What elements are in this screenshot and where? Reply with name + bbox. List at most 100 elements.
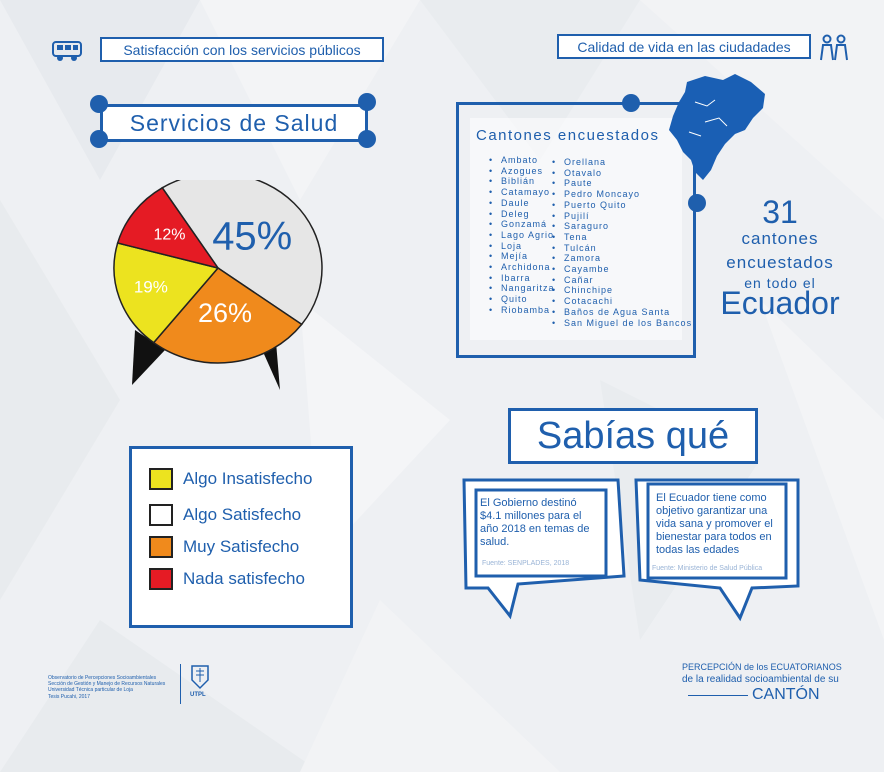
legend-item: Muy Satisfecho	[149, 536, 299, 558]
cantones-col2: OrellanaOtavaloPautePedro MoncayoPuerto …	[550, 157, 692, 328]
speech-bubble-2	[634, 478, 800, 622]
canton-item: Chinchipe	[552, 285, 692, 296]
footer-title-line1: PERCEPCIÓN de los ECUATORIANOS	[682, 662, 842, 672]
canton-item: Saraguro	[552, 221, 692, 232]
canton-item: Ambato	[489, 155, 555, 166]
utpl-logo-icon	[191, 665, 209, 690]
header-right-title: Calidad de vida en las ciudadades	[577, 38, 791, 55]
pie-slice-algo-insatisfecho	[113, 242, 220, 344]
canton-item: Archidona	[489, 262, 555, 273]
canton-item: Lago Agrio	[489, 230, 555, 241]
summary-number: 31	[762, 194, 798, 230]
footer-line: Sección de Gestión y Manejo de Recursos …	[48, 681, 166, 688]
canton-item: Zamora	[552, 253, 692, 264]
legend-swatch	[149, 568, 173, 590]
footer-line: Tesis Pucahi, 2017	[48, 693, 90, 700]
legend-item: Nada satisfecho	[149, 568, 305, 590]
legend-swatch	[149, 536, 173, 558]
canton-item: Orellana	[552, 157, 692, 168]
canton-item: Loja	[489, 241, 555, 252]
canton-item: Nangaritza	[489, 283, 555, 294]
footer-rule	[688, 695, 748, 696]
summary: 31 cantones encuestados en todo el Ecuad…	[700, 194, 860, 322]
cantones-title: Cantones encuestados	[476, 127, 660, 144]
people-icon	[818, 34, 850, 67]
summary-country: Ecuador	[720, 285, 840, 321]
canton-item: Puerto Quito	[552, 200, 692, 211]
pie-shadow-left	[132, 330, 165, 385]
summary-line1: cantones	[741, 229, 819, 248]
pie-label: 19%	[134, 278, 168, 297]
cantones-col1: AmbatoAzoguesBibliánCatamayoDauleDelegGo…	[487, 155, 555, 316]
cantones-frame	[456, 102, 696, 358]
canton-item: Otavalo	[552, 168, 692, 179]
canton-item: Biblián	[489, 176, 555, 187]
bus-icon	[52, 40, 82, 67]
pie-label: 26%	[198, 298, 252, 328]
canton-item: Gonzamá	[489, 219, 555, 230]
pie-slice-algo-satisfecho	[161, 180, 323, 326]
legend-label: Muy Satisfecho	[183, 537, 300, 556]
canton-item: Cotacachi	[552, 296, 692, 307]
pie-slice-nada-satisfecho	[116, 186, 220, 270]
footer-title-line2: de la realidad socioambiental de su	[682, 674, 839, 685]
decor-dot	[90, 95, 108, 113]
canton-item: Pedro Moncayo	[552, 189, 692, 200]
canton-item: Deleg	[489, 209, 555, 220]
canton-item: Riobamba	[489, 305, 555, 316]
summary-line3: en todo el	[744, 275, 816, 291]
canton-item: Quito	[489, 294, 555, 305]
bubble1-source: Fuente: SENPLADES, 2018	[482, 560, 570, 567]
canton-item: Cañar	[552, 275, 692, 286]
canton-item: Catamayo	[489, 187, 555, 198]
canton-item: Cayambe	[552, 264, 692, 275]
canton-item: Daule	[489, 198, 555, 209]
legend-label: Algo Insatisfecho	[183, 469, 313, 488]
ecuador-map-icon	[669, 74, 765, 180]
salud-title-box: Servicios de Salud	[100, 104, 368, 142]
bubble1-text: El Gobierno destinó $4.1 millones para e…	[480, 497, 590, 548]
decor-dot	[688, 194, 706, 212]
legend-swatch	[149, 468, 173, 490]
canton-item: Ibarra	[489, 273, 555, 284]
pie-label: 45%	[212, 214, 292, 258]
legend-item: Algo Insatisfecho	[149, 468, 312, 490]
canton-item: Azogues	[489, 166, 555, 177]
sabias-title: Sabías qué	[536, 414, 730, 457]
header-left-title: Satisfacción con los servicios públicos	[123, 41, 361, 58]
footer-title-line3: CANTÓN	[752, 686, 820, 703]
header-right-title-box: Calidad de vida en las ciudadades	[557, 34, 811, 59]
decor-dot	[358, 130, 376, 148]
legend-item: Algo Satisfecho	[149, 504, 301, 526]
canton-item: Baños de Agua Santa	[552, 307, 692, 318]
footer-divider	[180, 664, 181, 704]
canton-item: Pujilí	[552, 211, 692, 222]
speech-bubble-1	[462, 478, 626, 620]
legend-label: Algo Satisfecho	[183, 505, 302, 524]
header-left-title-box: Satisfacción con los servicios públicos	[100, 37, 384, 62]
legend-swatch	[149, 504, 173, 526]
decor-dot	[358, 93, 376, 111]
canton-item: Mejía	[489, 251, 555, 262]
decor-dot	[622, 94, 640, 112]
utpl-logo-text: UTPL	[190, 692, 206, 698]
pie-label: 12%	[153, 227, 185, 244]
sabias-title-box: Sabías qué	[508, 408, 758, 464]
decor-dot	[90, 130, 108, 148]
salud-pie-chart: 45% 26% 19% 12%	[113, 180, 323, 390]
salud-title: Servicios de Salud	[129, 109, 339, 136]
footer-line: Universidad Técnica particular de Loja	[48, 687, 133, 694]
legend-label: Nada satisfecho	[183, 569, 305, 588]
footer-credits: Observatorio de Percepciones Socioambien…	[48, 675, 165, 700]
canton-item: Paute	[552, 178, 692, 189]
pie-slice-muy-satisfecho	[152, 267, 303, 364]
canton-item: Tena	[552, 232, 692, 243]
bubble2-text: El Ecuador tiene como objetivo garantiza…	[656, 492, 773, 556]
footer-line: Observatorio de Percepciones Socioambien…	[48, 675, 157, 681]
bubble2-source: Fuente: Ministerio de Salud Pública	[652, 565, 763, 572]
summary-line2: encuestados	[726, 253, 834, 272]
canton-item: Tulcán	[552, 243, 692, 254]
canton-item: San Miguel de los Bancos	[552, 318, 692, 329]
